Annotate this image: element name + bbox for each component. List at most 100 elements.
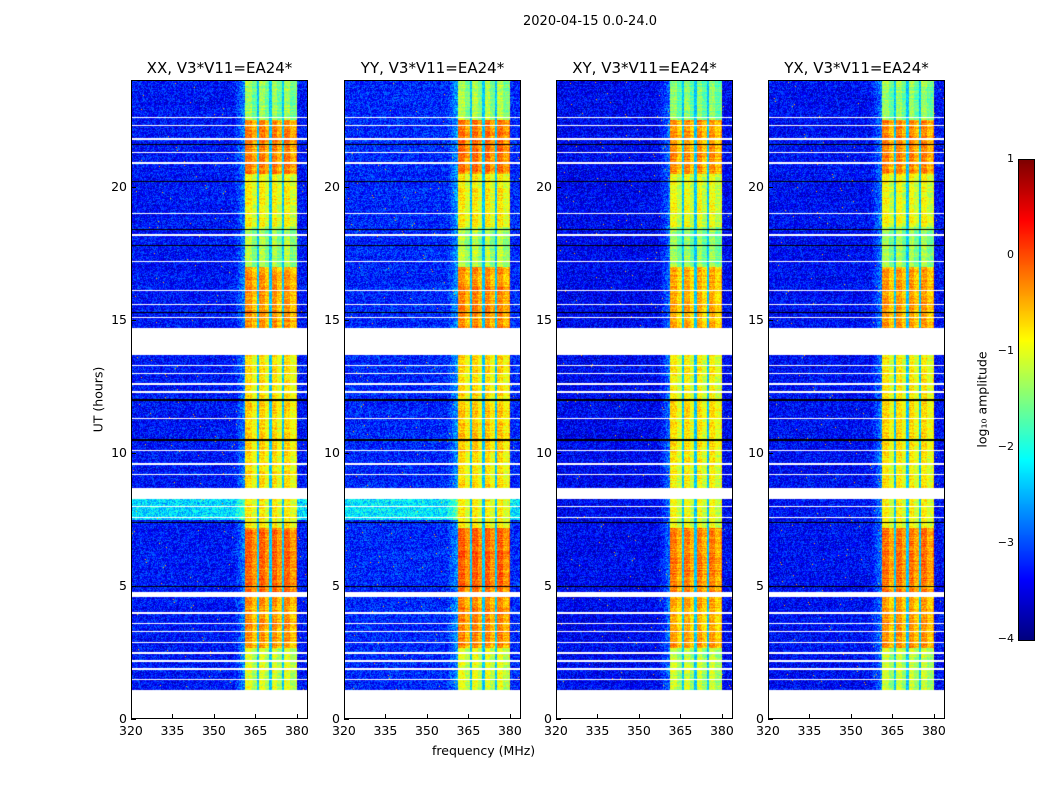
- x-tick-label: 335: [585, 723, 610, 738]
- colorbar-tick-label: 0: [1007, 248, 1014, 261]
- y-tick-label: 10: [111, 444, 127, 460]
- colorbar-tick-label: 1: [1007, 152, 1014, 165]
- x-tick-label: 320: [756, 723, 780, 738]
- colorbar-gradient: [1019, 160, 1034, 640]
- y-tick-mark: [131, 452, 136, 454]
- y-tick-mark: [131, 585, 136, 587]
- y-tick-label: 15: [111, 311, 127, 327]
- y-tick-mark: [768, 186, 773, 188]
- y-tick-label: 0: [119, 711, 127, 726]
- heatmap-image: [132, 81, 307, 718]
- y-tick-label: 5: [544, 577, 552, 593]
- heatmap-image: [769, 81, 944, 718]
- y-tick-mark: [556, 452, 561, 454]
- colorbar-tick-label: −4: [997, 632, 1014, 645]
- y-tick-label: 20: [111, 178, 127, 194]
- x-tick-mark: [597, 714, 599, 719]
- x-tick-mark: [809, 714, 811, 719]
- x-tick-mark: [344, 714, 345, 719]
- y-tick-mark: [344, 452, 349, 454]
- y-tick-mark: [556, 719, 561, 720]
- x-tick-mark: [385, 714, 387, 719]
- x-tick-label: 365: [456, 723, 481, 738]
- y-tick-mark: [131, 186, 136, 188]
- heatmap-image: [345, 81, 520, 718]
- y-tick-mark: [556, 585, 561, 587]
- y-tick-label: 10: [536, 444, 552, 460]
- x-tick-label: 335: [797, 723, 822, 738]
- y-tick-mark: [344, 719, 349, 720]
- x-axis-label: frequency (MHz): [432, 743, 536, 758]
- x-tick-label: 380: [284, 723, 309, 738]
- panel-title: YX, V3*V11=EA24*: [784, 59, 929, 77]
- y-axis-label: UT (hours): [90, 366, 106, 433]
- x-tick-label: 350: [838, 723, 863, 738]
- heatmap-image: [557, 81, 732, 718]
- y-tick-mark: [344, 319, 349, 321]
- y-tick-label: 5: [119, 577, 127, 593]
- x-tick-mark: [892, 714, 894, 719]
- colorbar-tick-label: −1: [997, 344, 1014, 357]
- y-tick-mark: [131, 719, 136, 720]
- y-tick-mark: [344, 186, 349, 188]
- x-tick-label: 380: [921, 723, 946, 738]
- x-tick-label: 320: [544, 723, 568, 738]
- x-tick-label: 365: [668, 723, 693, 738]
- colorbar-tick-label: −2: [997, 440, 1014, 453]
- y-tick-label: 20: [536, 178, 552, 194]
- x-tick-mark: [933, 714, 935, 719]
- x-tick-mark: [680, 714, 682, 719]
- x-tick-mark: [296, 714, 298, 719]
- x-tick-label: 335: [373, 723, 398, 738]
- x-tick-label: 380: [497, 723, 522, 738]
- y-tick-mark: [344, 585, 349, 587]
- y-tick-mark: [131, 319, 136, 321]
- x-tick-mark: [426, 714, 428, 719]
- x-tick-mark: [638, 714, 640, 719]
- y-tick-mark: [768, 719, 773, 720]
- spectrogram-panel: [344, 80, 521, 719]
- spectrogram-panel: [768, 80, 945, 719]
- x-tick-mark: [768, 714, 769, 719]
- x-tick-label: 320: [119, 723, 143, 738]
- x-tick-mark: [172, 714, 174, 719]
- y-tick-mark: [768, 585, 773, 587]
- x-tick-mark: [509, 714, 511, 719]
- panel-title: XX, V3*V11=EA24*: [146, 59, 293, 77]
- y-tick-label: 0: [756, 711, 764, 726]
- x-tick-label: 320: [332, 723, 356, 738]
- y-tick-label: 15: [536, 311, 552, 327]
- x-tick-label: 335: [160, 723, 185, 738]
- x-tick-mark: [721, 714, 723, 719]
- y-tick-label: 10: [324, 444, 340, 460]
- x-tick-label: 365: [243, 723, 268, 738]
- y-tick-label: 20: [324, 178, 340, 194]
- y-tick-mark: [768, 319, 773, 321]
- x-tick-mark: [213, 714, 215, 719]
- x-tick-mark: [255, 714, 257, 719]
- x-tick-mark: [131, 714, 132, 719]
- y-tick-label: 15: [324, 311, 340, 327]
- x-tick-mark: [850, 714, 852, 719]
- y-tick-label: 10: [748, 444, 764, 460]
- colorbar-tick-label: −3: [997, 536, 1014, 549]
- panel-title: XY, V3*V11=EA24*: [572, 59, 717, 77]
- y-tick-mark: [768, 452, 773, 454]
- x-tick-mark: [468, 714, 470, 719]
- y-tick-label: 5: [332, 577, 340, 593]
- x-tick-label: 365: [880, 723, 905, 738]
- y-tick-label: 0: [544, 711, 552, 726]
- y-tick-mark: [556, 319, 561, 321]
- x-tick-label: 350: [414, 723, 439, 738]
- x-tick-label: 350: [201, 723, 226, 738]
- spectrogram-panel: [556, 80, 733, 719]
- y-tick-label: 20: [748, 178, 764, 194]
- figure-title: 2020-04-15 0.0-24.0: [523, 14, 657, 29]
- panel-title: YY, V3*V11=EA24*: [360, 59, 505, 77]
- y-tick-mark: [556, 186, 561, 188]
- y-tick-label: 5: [756, 577, 764, 593]
- y-tick-label: 15: [748, 311, 764, 327]
- spectrogram-panel: [131, 80, 308, 719]
- colorbar-label: log₁₀ amplitude: [974, 351, 990, 448]
- colorbar: [1018, 159, 1035, 641]
